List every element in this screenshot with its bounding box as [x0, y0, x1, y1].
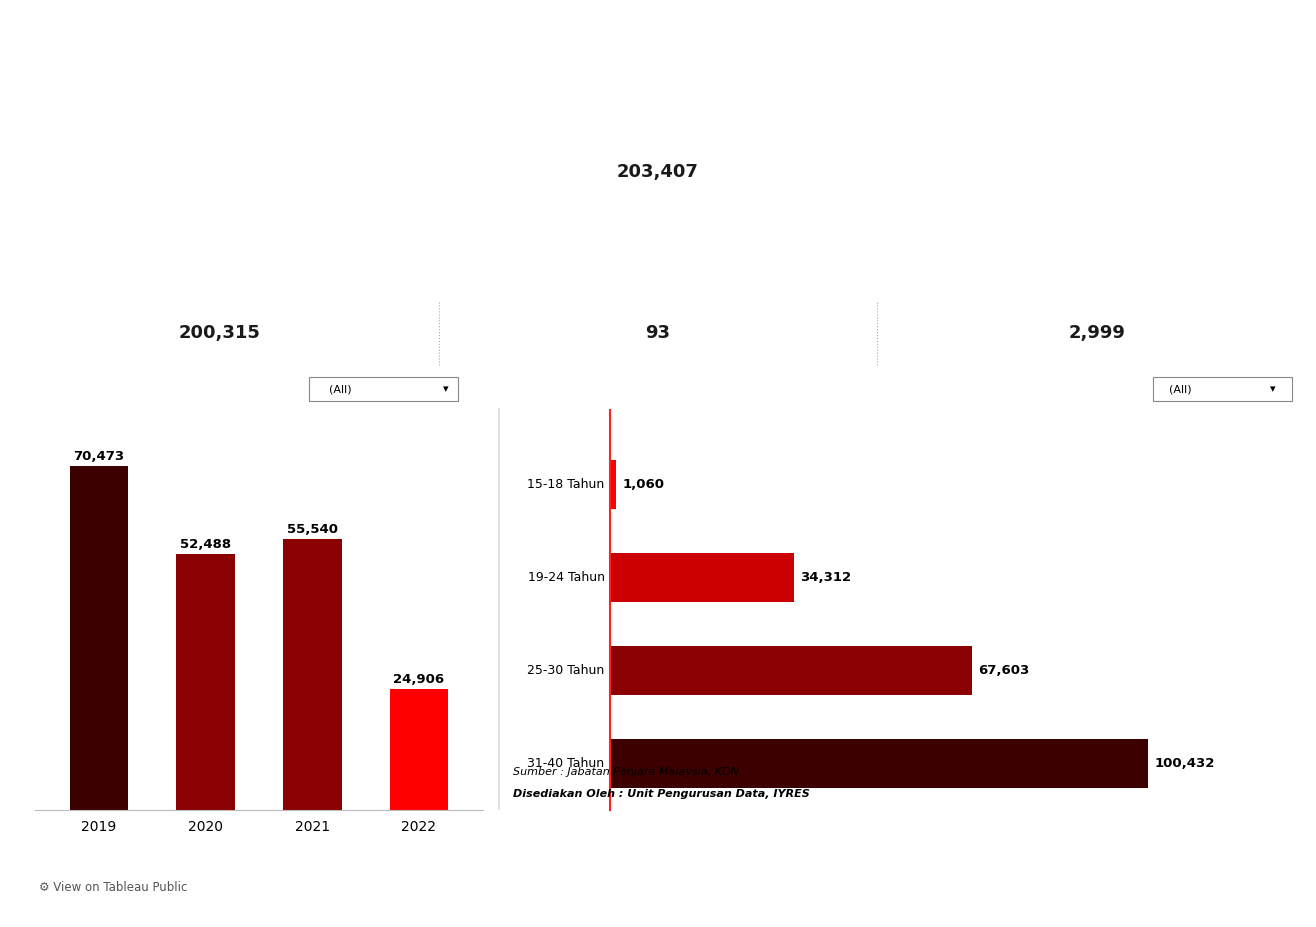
Text: 200,315: 200,315 [179, 324, 261, 342]
Bar [1153, 377, 1291, 401]
Text: 67,603: 67,603 [979, 664, 1030, 677]
Text: 15-18 Tahun: 15-18 Tahun [528, 478, 604, 491]
Text: 93: 93 [646, 324, 670, 342]
Text: 25-30 Tahun: 25-30 Tahun [528, 664, 604, 677]
Text: Disediakan Oleh : Unit Pengurusan Data, IYRES: Disediakan Oleh : Unit Pengurusan Data, … [513, 789, 809, 799]
Bar [611, 460, 616, 509]
Text: 19-24 Tahun: 19-24 Tahun [528, 571, 604, 584]
Text: ⚙ View on Tableau Public: ⚙ View on Tableau Public [39, 881, 188, 894]
Text: 55,540: 55,540 [287, 523, 338, 536]
Text: 100,432: 100,432 [1154, 757, 1215, 770]
Text: 34,312: 34,312 [800, 571, 851, 584]
Text: 52,488: 52,488 [180, 538, 232, 551]
Bar [611, 553, 794, 602]
Text: BAGI TAHUN 2019 - DISEMBER 2022: BAGI TAHUN 2019 - DISEMBER 2022 [420, 72, 896, 96]
Bar [390, 689, 449, 810]
Text: KATEGORI UMUR: KATEGORI UMUR [732, 380, 888, 398]
Bar [283, 540, 342, 810]
Bar [176, 554, 236, 810]
Text: Akta Dadah Berbahaya
(Langkah-Langkah Pencegahan Khas) 1985: Akta Dadah Berbahaya (Langkah-Langkah Pe… [505, 251, 811, 281]
Text: AKTA: AKTA [633, 207, 683, 225]
Text: 203,407: 203,407 [617, 163, 699, 181]
Text: STATISTIK BANDUAN KESALAHAN DADAH MENGIKUT KATEGORI UMUR & AKTA: STATISTIK BANDUAN KESALAHAN DADAH MENGIK… [142, 29, 1174, 53]
Bar [309, 377, 458, 401]
Bar [611, 646, 973, 694]
Text: 70,473: 70,473 [74, 451, 125, 464]
Text: 2,999: 2,999 [1069, 324, 1125, 342]
Text: (All): (All) [1169, 384, 1192, 394]
Bar [611, 740, 1148, 788]
Text: ▾: ▾ [1270, 384, 1275, 394]
Text: ▾: ▾ [442, 384, 449, 394]
Text: 31-40 Tahun: 31-40 Tahun [528, 757, 604, 770]
Bar [70, 466, 129, 810]
Text: (All): (All) [329, 384, 351, 394]
Text: Akta Dadah Berbahaya: Akta Dadah Berbahaya [138, 260, 300, 273]
Text: JUMLAH BANDUAN: JUMLAH BANDUAN [572, 119, 744, 137]
Text: Akta Penagih Dadah
(Rawatan Dan Pemulihan 1983)(R.1998): Akta Penagih Dadah (Rawatan Dan Pemuliha… [955, 251, 1238, 281]
Text: TAHUN: TAHUN [128, 380, 192, 398]
Text: 1,060: 1,060 [622, 478, 665, 491]
Text: Sumber : Jabatan Penjara Malaysia, KDN: Sumber : Jabatan Penjara Malaysia, KDN [513, 767, 740, 777]
Text: 24,906: 24,906 [393, 673, 445, 686]
